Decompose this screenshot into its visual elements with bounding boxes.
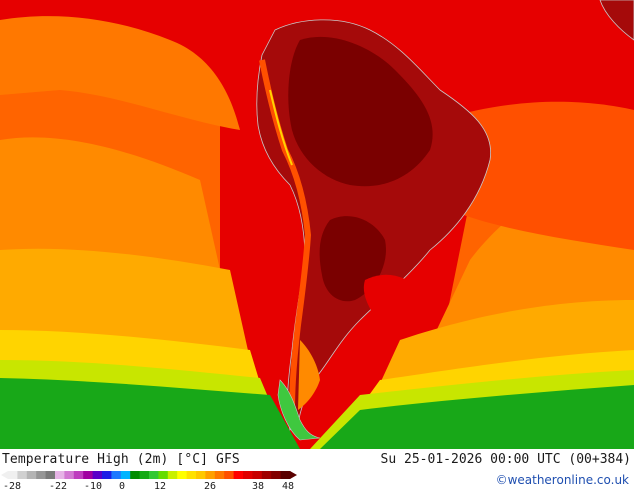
orange-pool-west <box>0 16 240 131</box>
legend-swatch <box>280 471 291 479</box>
legend-swatch <box>130 471 140 479</box>
legend-label: -22 <box>49 481 67 490</box>
legend-label: -28 <box>3 481 21 490</box>
map-title: Temperature High (2m) [°C] GFS <box>2 452 240 467</box>
color-legend: -28 -22 -10 0 12 26 38 48 <box>1 471 297 490</box>
legend-swatch <box>261 471 272 479</box>
legend-swatch <box>120 471 131 479</box>
hot-core-amazon <box>288 36 433 187</box>
legend-swatch <box>167 471 178 479</box>
legend-swatch <box>55 471 65 479</box>
legend-swatch <box>92 471 103 479</box>
legend-arrow-left <box>1 471 8 479</box>
legend-swatch <box>196 471 206 479</box>
legend-swatch <box>205 471 216 479</box>
legend-swatch <box>45 471 56 479</box>
legend-arrow-right <box>290 471 297 479</box>
legend-swatch <box>233 471 244 479</box>
legend-swatch <box>36 471 46 479</box>
legend-swatch <box>177 471 187 479</box>
legend-swatch <box>139 471 150 479</box>
legend-label: 0 <box>119 481 125 490</box>
legend-swatch <box>83 471 93 479</box>
legend-label: 48 <box>282 481 294 490</box>
legend-swatch <box>26 471 37 479</box>
south-brazil-red <box>363 274 420 313</box>
legend-swatch <box>224 471 234 479</box>
band-green <box>0 378 634 449</box>
legend-swatch <box>8 471 18 479</box>
andes-strip <box>259 59 312 411</box>
legend-label: 12 <box>154 481 166 490</box>
legend-swatch <box>186 471 197 479</box>
legend-label: -10 <box>84 481 102 490</box>
tierra-del-fuego-green <box>277 379 321 441</box>
valid-time: Su 25-01-2026 00:00 UTC (00+384) <box>380 452 631 467</box>
andes-snow <box>269 89 293 166</box>
legend-swatch <box>243 471 253 479</box>
legend-swatch <box>214 471 225 479</box>
africa-edge <box>599 0 634 41</box>
legend-swatch <box>149 471 159 479</box>
legend-swatch <box>111 471 122 479</box>
legend-label: 38 <box>252 481 264 490</box>
legend-swatch <box>64 471 75 479</box>
legend-swatch <box>158 471 169 479</box>
temperature-map <box>0 0 634 449</box>
legend-swatch <box>252 471 263 479</box>
legend-swatch <box>271 471 281 479</box>
legend-swatch <box>73 471 84 479</box>
legend-swatch <box>17 471 28 479</box>
legend-swatch <box>102 471 112 479</box>
legend-label: 26 <box>204 481 216 490</box>
credit-link[interactable]: ©weatheronline.co.uk <box>495 473 629 487</box>
patagonia-orange <box>298 340 320 410</box>
footer-bar: Temperature High (2m) [°C] GFS Su 25-01-… <box>0 449 634 490</box>
